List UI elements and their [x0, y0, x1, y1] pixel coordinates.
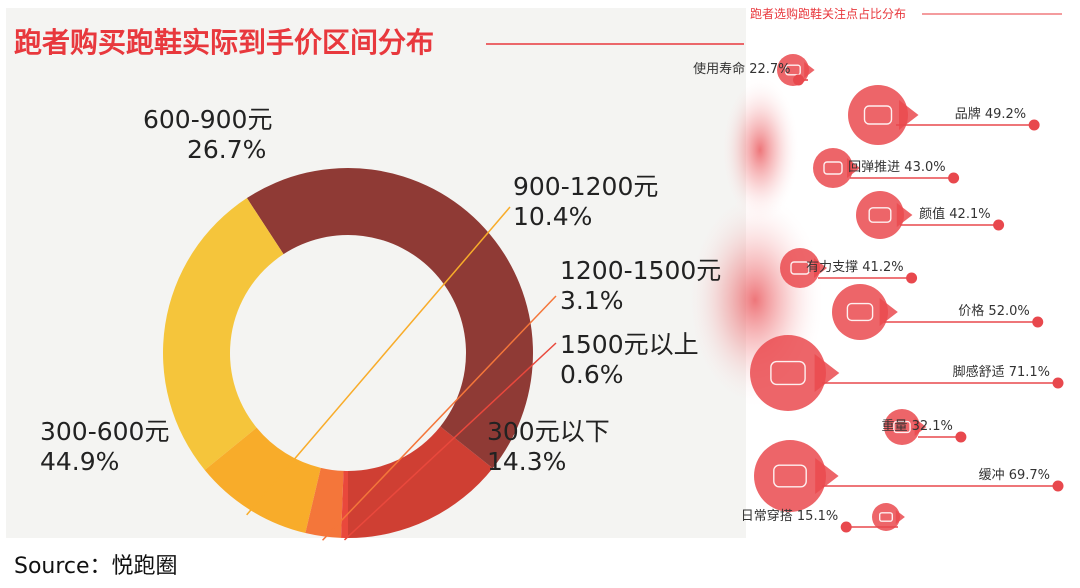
- feet-icon: [750, 335, 840, 411]
- concern-bar-endpoint-7: [955, 431, 967, 443]
- right-panel-glow-top: [720, 75, 800, 225]
- concern-bar-endpoint-2: [948, 172, 960, 184]
- donut-label-2: 600-900元: [143, 105, 272, 134]
- bar-chart-title: 跑者选购跑鞋关注点占比分布: [750, 6, 906, 21]
- concern-label-8: 缓冲 69.7%: [979, 468, 1050, 483]
- donut-label-3: 900-1200元: [513, 172, 658, 201]
- weight-bag-icon: [884, 409, 927, 445]
- donut-value-label-1: 44.9%: [40, 447, 119, 476]
- concern-bar-endpoint-9: [840, 521, 852, 533]
- concern-bars: 使用寿命 22.7% 品牌 49.2% 回弹推进 43.0% 颜值 42.1% 有力支撑…: [693, 54, 1064, 533]
- concern-label-6: 脚感舒适 71.1%: [953, 364, 1050, 380]
- donut-slice-2: [162, 198, 284, 471]
- left-panel-background: [6, 8, 746, 538]
- concern-label-3: 颜值 42.1%: [919, 206, 990, 222]
- concern-bar-endpoint-5: [1032, 316, 1044, 328]
- donut-label-5: 1500元以上: [560, 330, 699, 359]
- donut-slice-3: [204, 427, 321, 534]
- donut-value-label-3: 10.4%: [513, 202, 592, 231]
- donut-label-0: 300元以下: [487, 417, 610, 446]
- donut-leader-line-4: [322, 295, 557, 541]
- concern-label-7: 重量 32.1%: [881, 418, 952, 434]
- casual-shoe-icon: [872, 503, 905, 531]
- concern-bar-endpoint-8: [1052, 480, 1064, 492]
- badge-star-icon: [848, 85, 919, 145]
- donut-slice-1: [246, 168, 533, 469]
- donut-chart-title: 跑者购买跑鞋实际到手价区间分布: [14, 26, 434, 59]
- concern-label-5: 价格 52.0%: [958, 303, 1029, 319]
- donut-slice-0: [348, 426, 493, 538]
- concern-label-1: 品牌 49.2%: [955, 106, 1026, 122]
- donut-value-label-4: 3.1%: [560, 286, 624, 315]
- source-note: Source：悦跑圈: [14, 554, 178, 579]
- concern-bar-endpoint-3: [993, 219, 1005, 231]
- concern-label-2: 回弹推进 43.0%: [848, 160, 945, 175]
- cushion-shoe-icon: [754, 440, 839, 512]
- donut-label-1: 300-600元: [40, 417, 169, 446]
- donut-leader-line-5: [343, 342, 557, 541]
- donut-label-4: 1200-1500元: [560, 256, 721, 285]
- donut-value-label-0: 14.3%: [487, 447, 566, 476]
- donut-value-label-5: 0.6%: [560, 360, 624, 389]
- concern-label-4: 有力支撑 41.2%: [806, 260, 903, 275]
- concern-label-0: 使用寿命 22.7%: [693, 61, 790, 77]
- concern-bar-endpoint-6: [1052, 377, 1064, 389]
- donut-leader-line-3: [246, 206, 511, 516]
- shoe-support-icon: [780, 248, 827, 288]
- donut-value-label-2: 26.7%: [187, 135, 266, 164]
- shoe-spring-icon: [813, 148, 860, 188]
- yen-card-icon: [832, 284, 898, 340]
- concern-bar-endpoint-1: [1028, 119, 1040, 131]
- shoe-icon: [856, 191, 913, 239]
- donut-slice-5: [341, 470, 348, 538]
- donut-slice-4: [305, 467, 344, 538]
- concern-bar-endpoint-0: [793, 74, 805, 86]
- concern-label-9: 日常穿搭 15.1%: [741, 508, 838, 524]
- donut-chart: [162, 168, 533, 538]
- concern-bar-endpoint-4: [906, 272, 918, 284]
